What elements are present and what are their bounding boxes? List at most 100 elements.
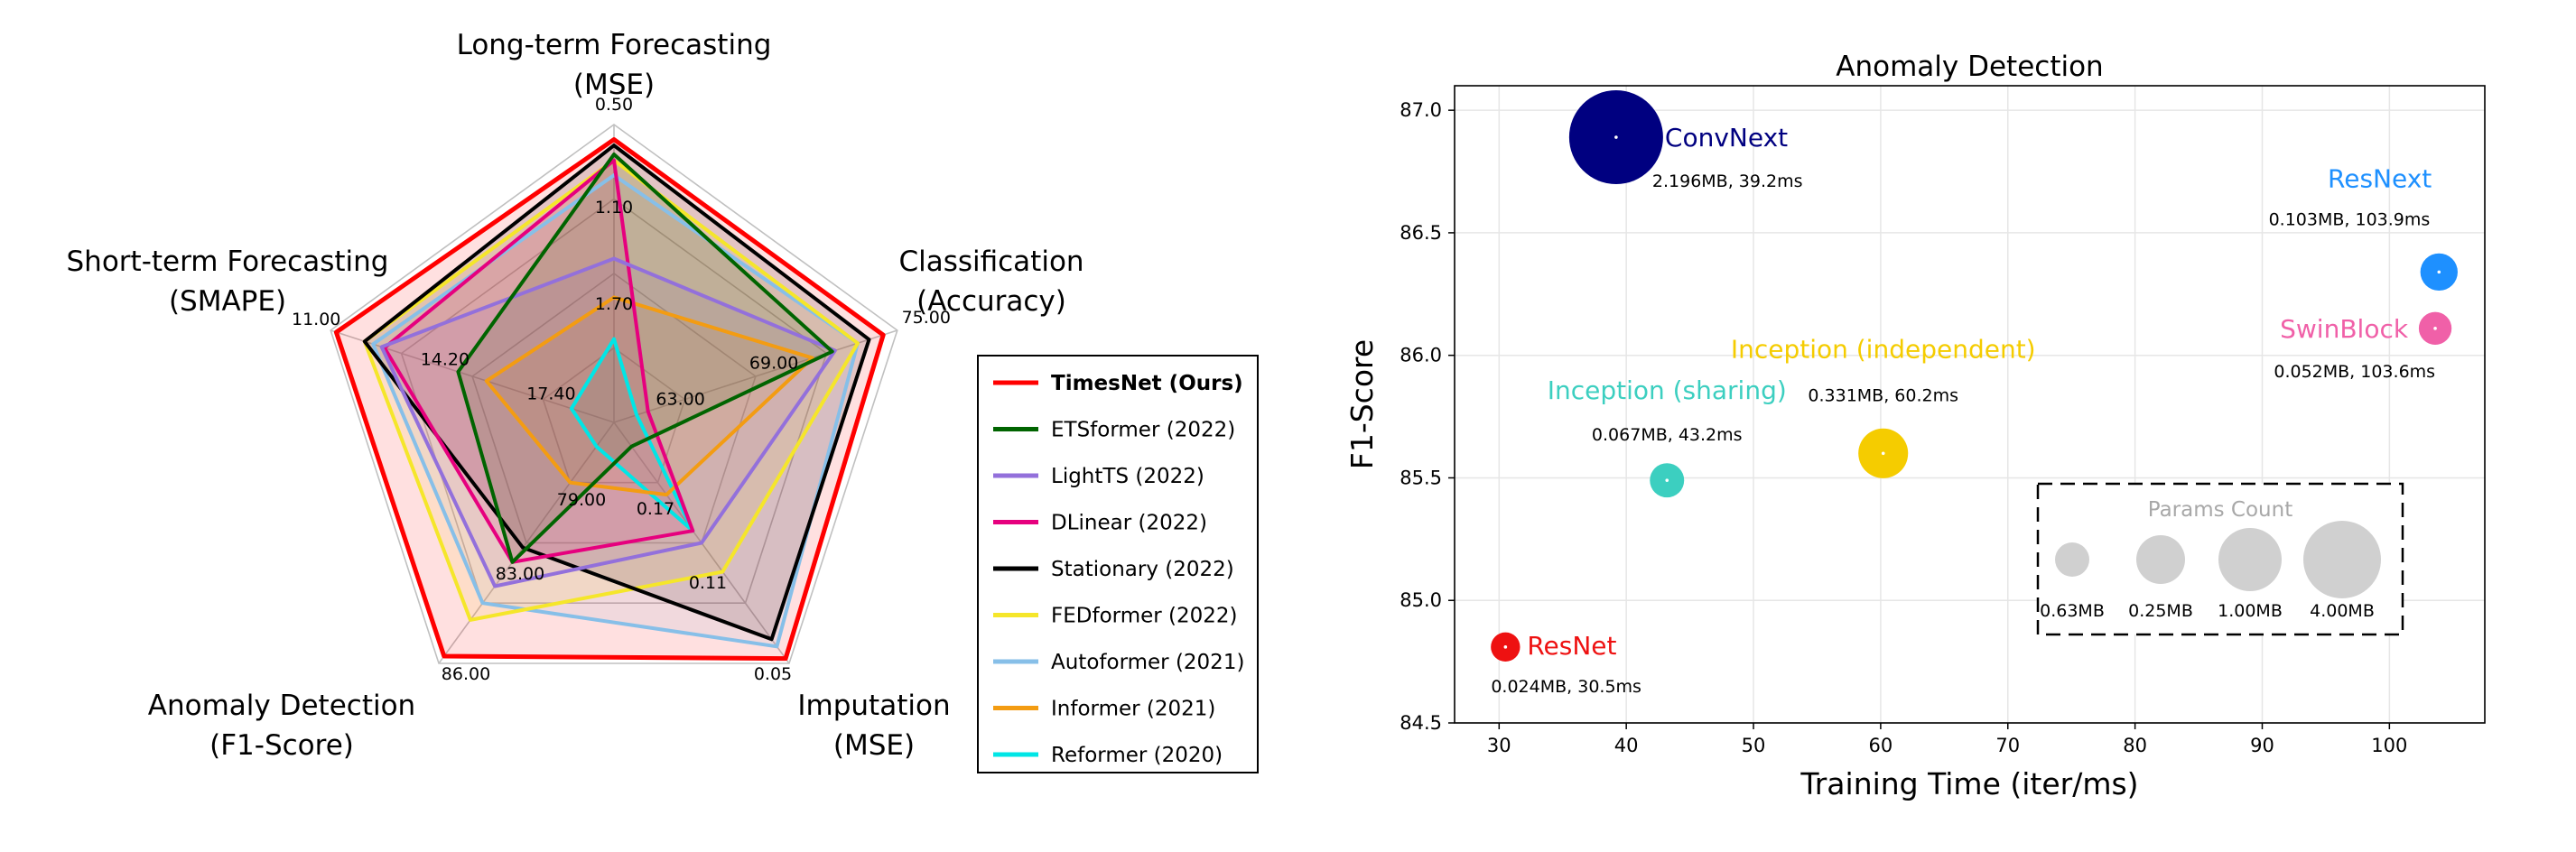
- legend-entry: DLinear (2022): [1051, 512, 1207, 535]
- radar-tick-label: 0.17: [637, 499, 674, 519]
- radar-series-line: [382, 158, 695, 564]
- point-label: ResNet: [1527, 631, 1616, 661]
- point-label: SwinBlock: [2280, 314, 2409, 344]
- radar-axis-label: (SMAPE): [169, 285, 286, 318]
- radar-chart: 0.50 1.10 1.70 75.00 69.00 63.00 0.05 0.11 0.17 8…: [67, 29, 1084, 762]
- radar-axis-label: (Accuracy): [916, 285, 1066, 318]
- radar-gridline: [542, 347, 686, 484]
- radar-tick-label: 75.00: [902, 308, 951, 328]
- radar-axis-label: Long-term Forecasting: [457, 29, 772, 61]
- radar-axis-label: Short-term Forecasting: [67, 245, 389, 278]
- x-tick-label: 90: [2250, 735, 2274, 756]
- y-axis-label: F1-Score: [1344, 339, 1380, 469]
- size-legend-label: 0.63MB: [2040, 601, 2105, 621]
- x-tick-label: 60: [1869, 735, 1893, 756]
- point-info: 0.103MB, 103.9ms: [2269, 209, 2431, 229]
- x-tick-label: 100: [2371, 735, 2407, 756]
- point-label: Inception (sharing): [1548, 375, 1787, 405]
- point-label: Inception (independent): [1731, 334, 2036, 364]
- radar-tick-label: 0.11: [689, 573, 727, 593]
- scatter-point-center: [2433, 327, 2437, 330]
- legend-entry: ETSformer (2022): [1051, 419, 1235, 442]
- legend-entry: LightTS (2022): [1051, 465, 1204, 488]
- scatter-title: Anomaly Detection: [1836, 51, 2103, 83]
- x-tick-label: 80: [2123, 735, 2147, 756]
- legend-entry: TimesNet (Ours): [1051, 372, 1243, 395]
- point-info: 0.024MB, 30.5ms: [1491, 677, 1641, 697]
- size-legend-marker: [2055, 542, 2089, 577]
- radar-tick-label: 79.00: [557, 490, 606, 510]
- radar-series-line: [333, 137, 886, 662]
- y-tick-label: 86.0: [1400, 345, 1442, 366]
- radar-axis-label: Anomaly Detection: [148, 690, 415, 722]
- radar-axis-label: (F1-Score): [209, 729, 354, 762]
- y-tick-label: 85.0: [1400, 589, 1442, 611]
- radar-tick-label: 0.05: [754, 664, 792, 684]
- point-info: 0.067MB, 43.2ms: [1592, 425, 1743, 445]
- plot-frame: [1454, 85, 2486, 724]
- radar-series-fill: [486, 297, 813, 495]
- x-axis-label: Training Time (iter/ms): [1799, 766, 2138, 801]
- legend-entry: Reformer (2020): [1051, 744, 1223, 767]
- radar-axis-label: (MSE): [833, 729, 915, 762]
- size-legend-label: 4.00MB: [2310, 601, 2375, 621]
- radar-tick-label: 11.00: [292, 310, 340, 329]
- radar-spoke: [613, 329, 898, 423]
- radar-series-line: [362, 158, 860, 622]
- radar-series-line: [371, 173, 860, 649]
- radar-tick-label: 69.00: [749, 354, 798, 374]
- radar-tick-label: 17.40: [526, 384, 575, 403]
- x-tick-label: 30: [1487, 735, 1511, 756]
- y-tick-label: 84.5: [1400, 712, 1442, 734]
- radar-series-fill: [571, 338, 693, 532]
- size-legend-title: Params Count: [2148, 498, 2292, 522]
- x-tick-label: 50: [1742, 735, 1766, 756]
- point-info: 0.052MB, 103.6ms: [2274, 362, 2435, 382]
- x-tick-label: 70: [1995, 735, 2020, 756]
- scatter-point-center: [1881, 451, 1885, 456]
- y-tick-label: 85.5: [1400, 467, 1442, 488]
- radar-series-line: [379, 256, 837, 588]
- legend-entry: FEDformer (2022): [1051, 605, 1238, 628]
- radar-spoke: [438, 421, 615, 664]
- radar-gridline: [330, 124, 898, 664]
- radar-axis-label: (MSE): [573, 69, 655, 101]
- legend-entry: Stationary (2022): [1051, 558, 1234, 581]
- size-legend-marker: [2218, 528, 2282, 591]
- scatter-chart: 30 40 50 60 70 80 90 100 84.5 85.0 85.5 86.0 86.5 87.…: [1344, 51, 2486, 801]
- size-legend-label: 0.25MB: [2128, 601, 2193, 621]
- radar-series-line: [362, 144, 871, 642]
- size-legend-marker: [2303, 521, 2381, 598]
- x-tick-label: 40: [1614, 735, 1639, 756]
- legend-box: [977, 355, 1259, 773]
- radar-spoke: [330, 329, 615, 423]
- radar-tick-label: 83.00: [496, 564, 544, 584]
- size-legend-marker: [2136, 535, 2185, 584]
- y-tick-label: 87.0: [1400, 99, 1442, 121]
- scatter-point-center: [2437, 270, 2441, 274]
- radar-tick-label: 86.00: [442, 664, 490, 684]
- point-info: 2.196MB, 39.2ms: [1652, 171, 1803, 191]
- radar-axis-label: Imputation: [797, 690, 950, 722]
- radar-tick-label: 0.50: [595, 95, 633, 115]
- radar-tick-label: 14.20: [421, 350, 470, 370]
- scatter-point-center: [1665, 478, 1669, 482]
- point-label: ResNext: [2328, 163, 2432, 193]
- size-legend-label: 1.00MB: [2218, 601, 2283, 621]
- radar-series-line: [456, 153, 834, 564]
- radar-axis-label: Classification: [898, 245, 1083, 278]
- radar-series-line: [484, 295, 814, 497]
- radar-tick-label: 63.00: [656, 389, 704, 409]
- radar-tick-label: 1.10: [595, 198, 633, 218]
- point-info: 0.331MB, 60.2ms: [1808, 385, 1958, 405]
- point-label: ConvNext: [1665, 123, 1788, 153]
- scatter-point-center: [1614, 135, 1618, 139]
- legend-entry: Autoformer (2021): [1051, 651, 1244, 674]
- scatter-point-center: [1503, 645, 1508, 649]
- radar-legend: TimesNet (Ours) ETSformer (2022) LightTS (…: [977, 355, 1259, 773]
- radar-series-fill: [364, 160, 858, 620]
- y-tick-label: 86.5: [1400, 222, 1442, 244]
- radar-tick-label: 1.70: [595, 294, 633, 314]
- legend-entry: Informer (2021): [1051, 698, 1215, 721]
